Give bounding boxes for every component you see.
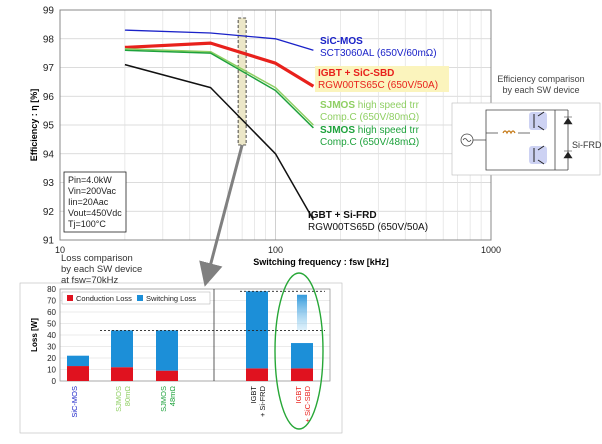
series-label-title: IGBT + SiC-SBD — [318, 68, 394, 79]
loss-y-tick-label: 80 — [47, 285, 56, 294]
efficiency-y-tick-label: 99 — [43, 6, 55, 17]
frequency-highlight-band — [237, 17, 247, 146]
loss-y-tick-label: 30 — [47, 343, 56, 352]
loss-y-tick-label: 10 — [47, 366, 56, 375]
loss-category-label: IGBT — [294, 386, 303, 404]
efficiency-x-tick-label: 10 — [55, 245, 65, 255]
loss-bars — [67, 291, 313, 381]
condition-line: Vin=200Vac — [68, 186, 116, 196]
efficiency-x-ticks: 10 100 1000 — [55, 245, 501, 255]
condition-line: Pin=4.0kW — [68, 175, 112, 185]
efficiency-y-axis-label: Efficiency : η [%] — [29, 89, 39, 162]
loss-chart-title: Loss comparison by each SW device at fsw=7… — [61, 253, 142, 286]
loss-category-label: SJMOS — [114, 386, 123, 412]
loss-reduction-arrow — [297, 294, 307, 331]
inductor-icon — [473, 130, 516, 141]
series-label-subtitle: Comp.C (650V/48mΩ) — [320, 137, 419, 148]
switching-loss-bar — [67, 355, 89, 367]
switch-transistor-icon — [529, 111, 547, 165]
efficiency-y-tick-label: 94 — [43, 149, 55, 160]
conduction-loss-bar — [67, 366, 89, 381]
condition-line: Iin=20Aac — [68, 197, 109, 207]
efficiency-y-tick-label: 91 — [43, 236, 55, 247]
loss-category-sublabel: 48mΩ — [168, 386, 177, 407]
series-label-subtitle: Comp.C (650V/80mΩ) — [320, 112, 419, 123]
legend-swatch — [137, 295, 143, 301]
switching-loss-bar — [111, 330, 133, 368]
loss-category-sublabel: 80mΩ — [123, 386, 132, 407]
legend-box — [61, 291, 211, 305]
efficiency-x-tick-label: 100 — [268, 245, 283, 255]
series-label-subtitle: RGW00TS65D (650V/50A) — [308, 222, 428, 233]
switching-loss-bar — [246, 291, 268, 369]
loss-y-tick-label: 70 — [47, 297, 56, 306]
efficiency-y-tick-label: 98 — [43, 34, 55, 45]
zoom-connector-arrow — [199, 144, 244, 287]
loss-plot-frame — [59, 288, 331, 382]
efficiency-y-tick-label: 96 — [43, 92, 55, 103]
efficiency-chart: 91 92 93 94 95 96 97 98 99 10 100 1000 Switching f… — [29, 6, 501, 268]
loss-category-label: SJMOS — [159, 386, 168, 412]
conduction-loss-bar — [156, 370, 178, 381]
series-label-subtitle: SCT3060AL (650V/60mΩ) — [320, 48, 437, 59]
circuit-inset: Efficiency comparison by each SW device S… — [451, 74, 602, 176]
igbt-sic-sbd-highlight-ellipse — [274, 272, 324, 430]
circuit-title: Efficiency comparison by each SW device — [497, 74, 584, 95]
switching-loss-bar — [156, 330, 178, 371]
diode-icon — [563, 116, 573, 159]
efficiency-y-ticks: 91 92 93 94 95 96 97 98 99 — [43, 6, 55, 247]
efficiency-y-tick-label: 92 — [43, 207, 55, 218]
loss-category-sublabel: + SiC-SBD — [303, 385, 312, 422]
loss-chart: 0 10 20 30 40 50 60 70 80 Loss [W] Conduction Lo… — [19, 272, 343, 434]
loss-y-ticks: 0 10 20 30 40 50 60 70 80 — [47, 285, 56, 386]
loss-y-tick-label: 0 — [52, 377, 57, 386]
loss-legend: Conduction Loss Switching Loss — [61, 291, 211, 305]
loss-y-axis-label: Loss [W] — [30, 318, 39, 352]
conditions-box: Pin=4.0kWVin=200VacIin=20AacVout=450VdcT… — [63, 171, 127, 233]
efficiency-series-line-5 — [124, 63, 315, 221]
legend-swatch — [67, 295, 73, 301]
loss-y-tick-label: 50 — [47, 320, 56, 329]
efficiency-x-tick-label: 1000 — [481, 245, 501, 255]
loss-reference-lines — [100, 290, 325, 331]
circuit-wires — [485, 109, 569, 171]
series-label-subtitle: RGW00TS65C (650V/50A) — [318, 80, 438, 91]
conduction-loss-bar — [291, 368, 313, 381]
efficiency-y-tick-label: 97 — [43, 63, 55, 74]
switching-loss-bar — [291, 343, 313, 369]
series-label-title: SJMOS high speed trr — [320, 125, 420, 136]
condition-line: Vout=450Vdc — [68, 208, 122, 218]
efficiency-x-axis-label: Switching frequency : fsw [kHz] — [253, 257, 389, 267]
efficiency-series-line-1 — [124, 29, 314, 51]
loss-y-tick-label: 40 — [47, 331, 56, 340]
conduction-loss-bar — [246, 368, 268, 381]
loss-y-tick-label: 60 — [47, 308, 56, 317]
loss-category-labels: SiC-MOS SJMOS 80mΩ SJMOS 48mΩ IGBT + Si-FRD IGB… — [70, 385, 312, 422]
loss-category-label: IGBT — [249, 386, 258, 404]
series-label-title: SiC-MOS — [320, 36, 363, 47]
series-label-title: IGBT + Si-FRD — [308, 210, 377, 221]
efficiency-series-line-2 — [124, 41, 315, 88]
loss-y-tick-label: 20 — [47, 354, 56, 363]
efficiency-series-line-3 — [124, 48, 314, 126]
efficiency-y-tick-label: 93 — [43, 178, 55, 189]
conduction-loss-bar — [111, 367, 133, 381]
loss-category-label: SiC-MOS — [70, 386, 79, 418]
series-label-highlight — [315, 66, 449, 92]
loss-category-sublabel: + Si-FRD — [258, 385, 267, 417]
efficiency-series-lines — [124, 29, 315, 221]
circuit-frame — [451, 102, 601, 176]
diode-label: Si-FRD — [572, 140, 602, 150]
legend-label: Conduction Loss — [76, 294, 132, 303]
efficiency-series-line-4 — [124, 49, 314, 129]
condition-line: Tj=100°C — [68, 219, 106, 229]
efficiency-y-tick-label: 95 — [43, 121, 55, 132]
series-label-title: SJMOS high speed trr — [320, 100, 420, 111]
legend-label: Switching Loss — [146, 294, 196, 303]
